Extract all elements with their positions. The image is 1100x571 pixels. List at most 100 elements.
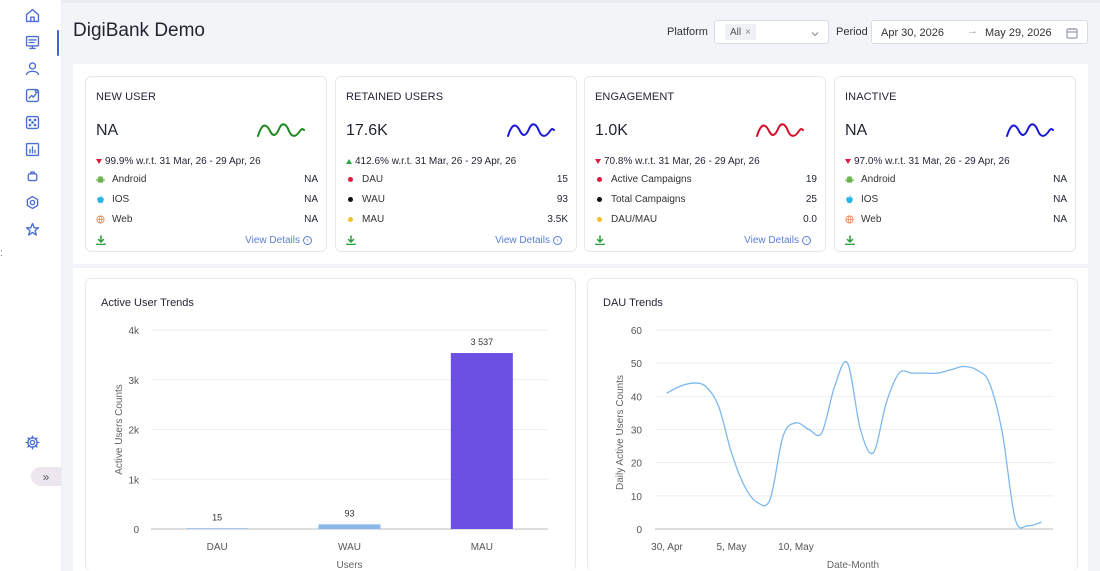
metric-label: IOS [861, 194, 879, 205]
y-tick-label: 10 [631, 492, 643, 503]
trend-down-icon [595, 159, 601, 164]
sidebar-collapse-button[interactable]: » [31, 467, 61, 486]
trend-change: 99.9% w.r.t. 31 Mar, 26 - 29 Apr, 26 [96, 156, 261, 167]
sidebar: » [0, 0, 62, 571]
dashboard-icon[interactable] [22, 32, 42, 52]
favorites-icon[interactable] [22, 219, 42, 239]
data-point [898, 372, 900, 374]
android-icon [845, 175, 854, 184]
legend-dot-icon [597, 197, 602, 202]
view-details-link[interactable]: View Details › [245, 235, 312, 246]
metric-label: Web [112, 214, 133, 225]
metric-value: NA [1053, 214, 1067, 225]
data-point [769, 498, 771, 500]
data-point [1001, 432, 1003, 434]
download-icon[interactable] [96, 235, 106, 245]
remove-tag-icon[interactable]: × [745, 26, 751, 38]
x-tick-label: 5, May [716, 542, 746, 553]
metric-label: WAU [362, 194, 385, 205]
y-tick-label: 60 [631, 326, 643, 337]
card-title: ENGAGEMENT [595, 91, 675, 103]
view-details-label: View Details [744, 235, 799, 246]
metric-row: Web NA [96, 214, 318, 228]
gear-icon[interactable] [22, 432, 42, 452]
download-icon[interactable] [346, 235, 356, 245]
metric-value: 0.0 [803, 214, 817, 225]
x-tick-label: MAU [471, 542, 493, 553]
bar[interactable] [450, 353, 513, 529]
card-title: INACTIVE [845, 91, 897, 103]
analytics-icon[interactable] [22, 85, 42, 105]
x-tick-label: 10, May [778, 542, 814, 553]
reports-icon[interactable] [22, 139, 42, 159]
data-point [975, 369, 978, 371]
campaigns-icon[interactable] [22, 165, 42, 185]
y-tick-label: 2k [128, 426, 140, 437]
metric-value: 3.5K [547, 214, 568, 225]
x-tick-label: DAU [207, 542, 228, 553]
active-user-trends-card: Active User Trends 0 1k 2k 3k 4k 15 DAU 93 WAU 3 … [85, 278, 576, 571]
misc-mark: : [0, 248, 3, 259]
segments-icon[interactable] [22, 112, 42, 132]
sparkline [507, 123, 555, 137]
legend-dot-icon [597, 177, 602, 182]
download-icon[interactable] [595, 235, 605, 245]
trend-change: 412.6% w.r.t. 31 Mar, 26 - 29 Apr, 26 [346, 156, 516, 167]
metric-row: IOS NA [845, 194, 1067, 208]
metric-value: NA [304, 174, 318, 185]
trend-change-text: 99.9% w.r.t. 31 Mar, 26 - 29 Apr, 26 [105, 156, 261, 167]
y-tick-label: 20 [631, 459, 643, 470]
period-range-picker[interactable]: Apr 30, 2026 → May 29, 2026 [871, 20, 1088, 44]
x-axis-title: Date-Month [827, 560, 879, 571]
bar[interactable] [186, 528, 249, 529]
view-details-link[interactable]: View Details › [744, 235, 811, 246]
y-tick-label: 30 [631, 426, 643, 437]
platform-tag: All × [725, 24, 756, 40]
bar[interactable] [318, 524, 381, 529]
arrow-right-icon: → [967, 25, 978, 37]
y-tick-label: 1k [128, 475, 140, 486]
trend-change: 97.0% w.r.t. 31 Mar, 26 - 29 Apr, 26 [845, 156, 1010, 167]
trend-down-icon [845, 159, 851, 164]
kpi-card-new-user: NEW USER NA 99.9% w.r.t. 31 Mar, 26 - 29 A… [85, 76, 327, 252]
data-point [743, 485, 745, 487]
download-icon[interactable] [845, 235, 855, 245]
kpi-card-inactive: INACTIVE NA 97.0% w.r.t. 31 Mar, 26 - 29 A… [834, 76, 1076, 252]
trend-change: 70.8% w.r.t. 31 Mar, 26 - 29 Apr, 26 [595, 156, 760, 167]
metric-row: Active Campaigns 19 [595, 174, 817, 188]
calendar-icon[interactable] [1066, 26, 1078, 39]
platform-select[interactable]: All × [714, 20, 829, 44]
data-point [859, 428, 862, 431]
metric-row: Android NA [96, 174, 318, 188]
top-divider [62, 0, 1100, 3]
period-start-input[interactable]: Apr 30, 2026 [881, 27, 944, 39]
sparkline [257, 123, 305, 137]
metric-label: Android [112, 174, 147, 185]
view-details-link[interactable]: View Details › [495, 235, 562, 246]
trend-change-text: 70.8% w.r.t. 31 Mar, 26 - 29 Apr, 26 [604, 156, 760, 167]
data-point [717, 405, 720, 407]
period-end-input[interactable]: May 29, 2026 [985, 27, 1052, 39]
card-title: RETAINED USERS [346, 91, 444, 103]
metric-row: MAU 3.5K [346, 214, 568, 228]
data-point [911, 372, 913, 374]
chart-title: DAU Trends [603, 297, 663, 309]
home-icon[interactable] [22, 5, 42, 25]
series-line[interactable] [666, 360, 1042, 529]
arrow-circle-icon: › [802, 236, 811, 245]
web-icon [96, 215, 105, 224]
arrow-circle-icon: › [303, 236, 312, 245]
chevron-down-icon [810, 26, 820, 37]
y-axis-title: Active Users Counts [114, 384, 125, 475]
integrations-icon[interactable] [22, 192, 42, 212]
trend-up-icon [346, 159, 352, 164]
metric-label: Active Campaigns [611, 174, 692, 185]
y-tick-label: 40 [631, 392, 643, 403]
y-tick-label: 50 [631, 359, 643, 370]
user-icon[interactable] [22, 58, 42, 78]
x-tick-label: 30, Apr [651, 542, 683, 553]
data-point [705, 385, 707, 387]
platform-tag-label: All [730, 26, 742, 38]
dau-trends-chart: 0 10 20 30 40 50 60 30, Apr 5, May 10, May Date-Mo… [615, 326, 1053, 571]
metric-row: DAU 15 [346, 174, 568, 188]
